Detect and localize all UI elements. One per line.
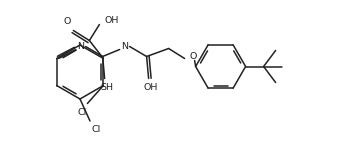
- Text: N: N: [77, 42, 84, 51]
- Text: N: N: [121, 42, 128, 51]
- Text: Cl: Cl: [91, 126, 101, 134]
- Text: Cl: Cl: [78, 108, 87, 117]
- Text: OH: OH: [143, 83, 158, 92]
- Text: OH: OH: [104, 16, 119, 25]
- Text: SH: SH: [100, 83, 113, 92]
- Text: O: O: [189, 52, 197, 61]
- Text: O: O: [64, 17, 71, 25]
